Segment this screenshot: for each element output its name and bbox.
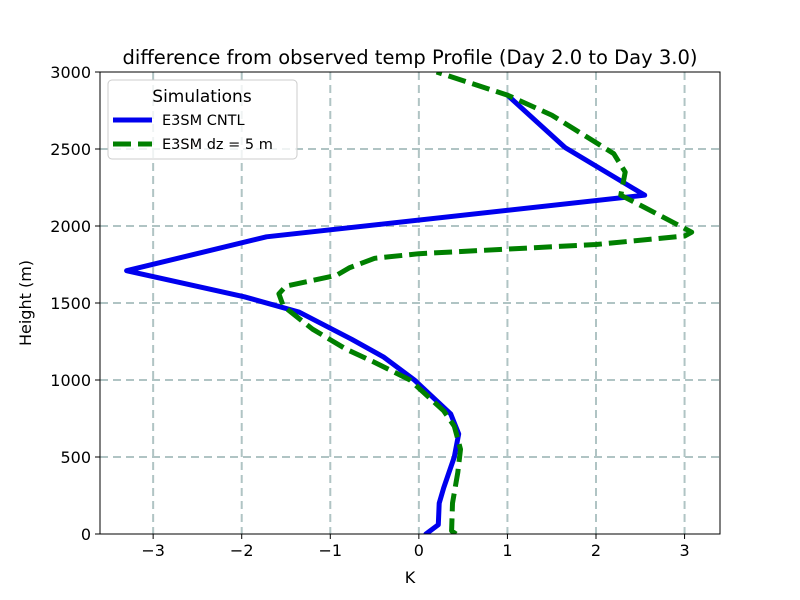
x-tick-label: 1 [502, 541, 512, 560]
x-axis-ticks: −3 −2 −1 0 1 2 3 [141, 534, 690, 560]
series-line-2 [276, 72, 695, 534]
series-layer [124, 72, 695, 534]
y-tick-label: 500 [60, 448, 91, 467]
x-tick-label: 3 [679, 541, 689, 560]
grid-lines [100, 72, 720, 534]
x-tick-label: −3 [141, 541, 165, 560]
x-tick-label: 2 [591, 541, 601, 560]
legend-label-1: E3SM CNTL [162, 113, 245, 129]
y-tick-label: 0 [81, 525, 91, 544]
chart-title: difference from observed temp Profile (D… [123, 46, 698, 69]
x-tick-label: −2 [230, 541, 254, 560]
legend-label-2: E3SM dz = 5 m [162, 137, 273, 153]
y-tick-label: 2000 [50, 217, 91, 236]
y-tick-label: 2500 [50, 140, 91, 159]
y-tick-label: 1000 [50, 371, 91, 390]
x-axis-label: K [405, 568, 416, 587]
legend: Simulations E3SM CNTL E3SM dz = 5 m [107, 79, 298, 160]
x-tick-label: 0 [414, 541, 424, 560]
y-tick-label: 3000 [50, 63, 91, 82]
legend-box [107, 79, 298, 160]
y-axis-label: Height (m) [16, 260, 35, 346]
series-line-1 [124, 92, 648, 534]
y-tick-label: 1500 [50, 294, 91, 313]
x-tick-label: −1 [318, 541, 342, 560]
y-axis-ticks: 0 500 1000 1500 2000 2500 3000 [50, 63, 100, 544]
legend-title: Simulations [152, 87, 252, 107]
